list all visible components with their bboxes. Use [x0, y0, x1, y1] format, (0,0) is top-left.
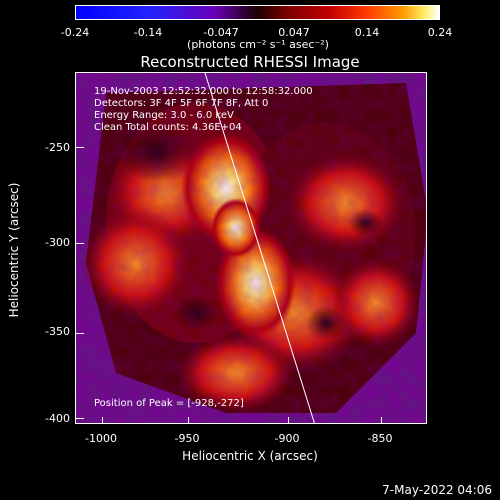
- timestamp: 7-May-2022 04:06: [382, 483, 492, 497]
- x-axis-label: Heliocentric X (arcsec): [182, 449, 318, 463]
- annotation-energy-range: Energy Range: 3.0 - 6.0 keV: [94, 110, 234, 121]
- plot-title: Reconstructed RHESSI Image: [140, 53, 360, 71]
- annotation-time-range: 19-Nov-2003 12:52:32.000 to 12:58:32.000: [94, 86, 313, 97]
- y-axis-label: Heliocentric Y (arcsec): [7, 182, 21, 318]
- y-tick-label: -400: [45, 412, 70, 425]
- colorbar-tick: -0.14: [133, 26, 163, 39]
- colorbar-tick: 0.047: [278, 26, 310, 39]
- annotation-peak-position: Position of Peak = [-928,-272]: [94, 398, 244, 409]
- colorbar: [75, 5, 440, 20]
- x-tick-label: -850: [367, 432, 393, 445]
- intensity-map: [76, 73, 426, 423]
- colorbar-tick: 0.24: [427, 26, 453, 39]
- limb-line: [204, 73, 315, 423]
- rhessi-image: 19-Nov-2003 12:52:32.000 to 12:58:32.000…: [75, 72, 427, 424]
- colorbar-tick: -0.24: [60, 26, 90, 39]
- annotation-clean-counts: Clean Total counts: 4.36E+04: [94, 122, 242, 133]
- colorbar-tick: 0.14: [354, 26, 380, 39]
- annotation-detectors: Detectors: 3F 4F 5F 6F 7F 8F, Att 0: [94, 98, 269, 109]
- colorbar-units: (photons cm⁻² s⁻¹ asec⁻²): [187, 38, 329, 51]
- y-tick-label: -300: [45, 236, 70, 249]
- colorbar-tick: -0.047: [203, 26, 239, 39]
- x-tick-label: -950: [174, 432, 200, 445]
- x-tick-label: -1000: [85, 432, 117, 445]
- y-tick-label: -250: [45, 141, 70, 154]
- y-tick-label: -350: [45, 325, 70, 338]
- x-tick-label: -900: [274, 432, 300, 445]
